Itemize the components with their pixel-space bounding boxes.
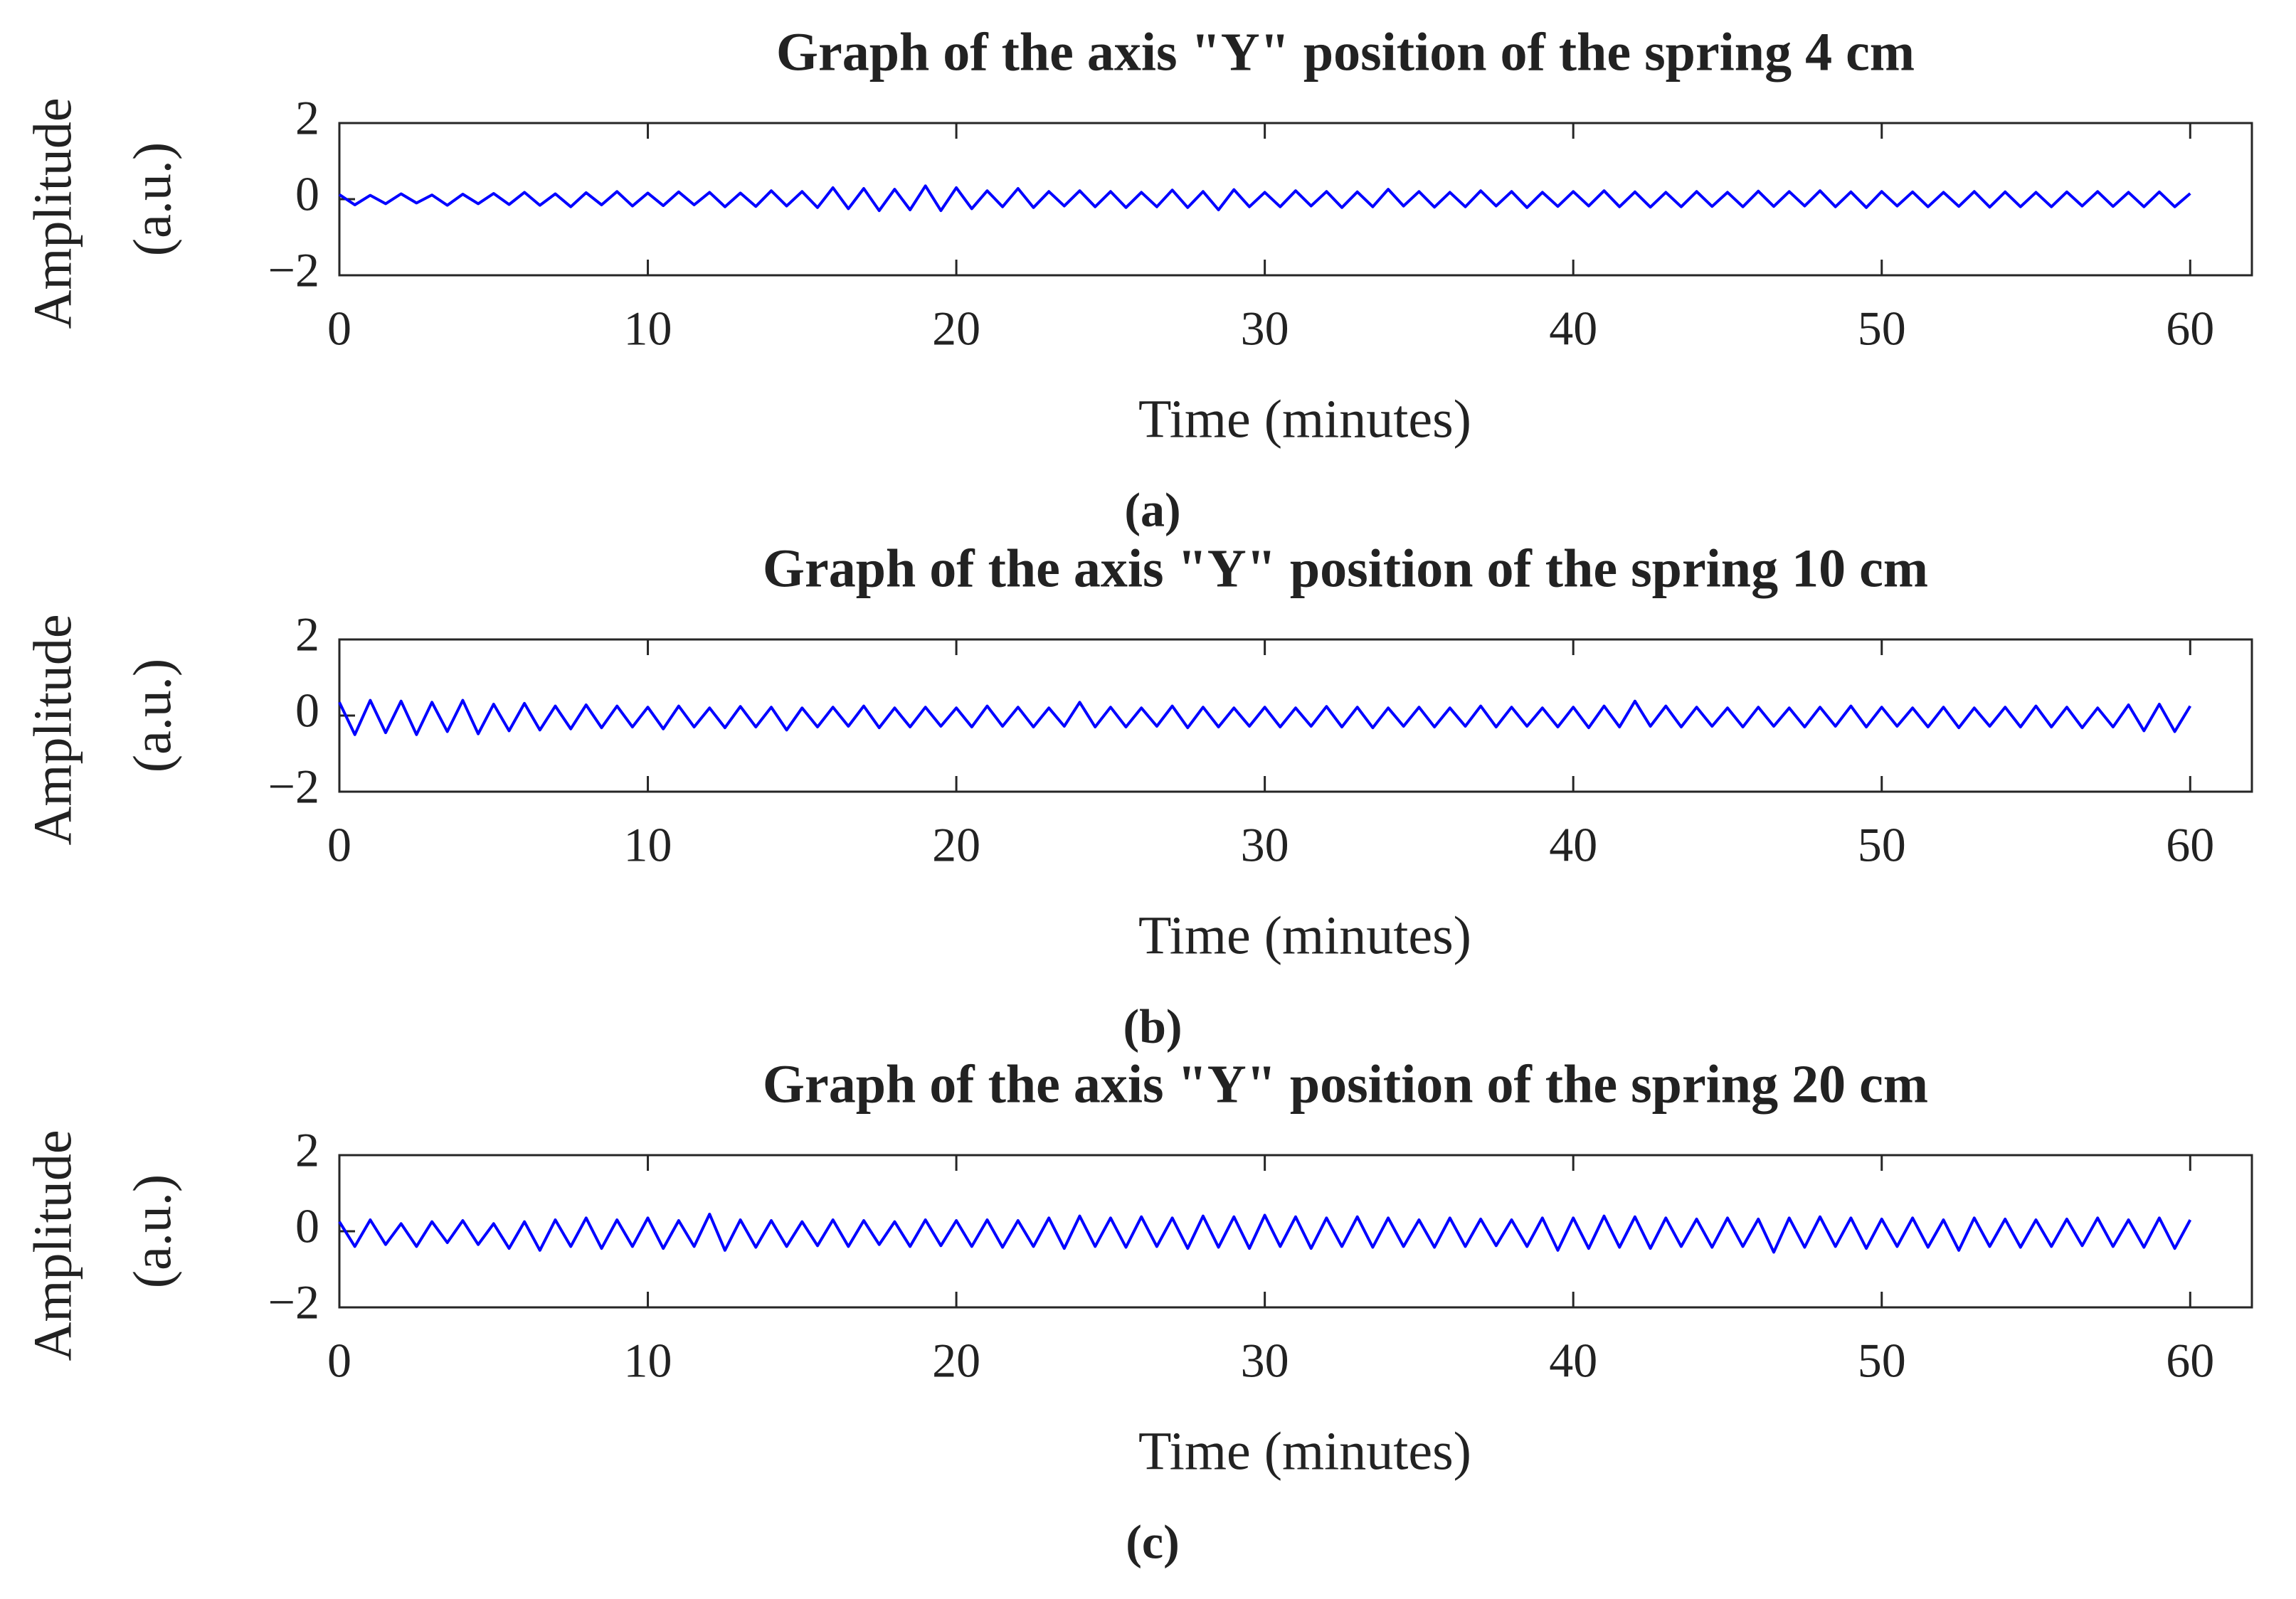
y-axis-label: Amplitude (23, 614, 83, 845)
x-tick-label: 0 (327, 302, 351, 356)
x-tick-label: 50 (1858, 302, 1906, 356)
y-tick-label: −2 (268, 760, 319, 814)
x-tick-label: 40 (1549, 1334, 1597, 1388)
y-tick-label: −2 (268, 243, 319, 297)
y-tick-label: 0 (295, 167, 319, 221)
x-tick-label: 20 (932, 302, 980, 356)
x-tick-label: 60 (2166, 1334, 2214, 1388)
signal-line (338, 698, 2192, 736)
x-tick-label: 30 (1241, 302, 1289, 356)
x-tick-label: 30 (1241, 1334, 1289, 1388)
x-tick-label: 20 (932, 1334, 980, 1388)
signal-line (338, 1212, 2192, 1254)
y-axis-label: (a.u.) (122, 659, 182, 772)
chart-title: Graph of the axis "Y" position of the sp… (763, 1054, 1928, 1114)
y-tick-label: 0 (295, 1199, 319, 1253)
y-tick-label: 2 (295, 1123, 319, 1177)
y-tick-label: 2 (295, 607, 319, 662)
x-tick-label: 30 (1241, 818, 1289, 872)
x-tick-label: 40 (1549, 818, 1597, 872)
y-tick-label: 0 (295, 684, 319, 738)
x-tick-label: 0 (327, 818, 351, 872)
y-axis-label: Amplitude (23, 97, 83, 329)
x-tick-label: 0 (327, 1334, 351, 1388)
plot-frame (338, 1154, 2253, 1309)
x-tick-label: 60 (2166, 818, 2214, 872)
x-tick-label: 50 (1858, 818, 1906, 872)
y-axis-label: Amplitude (23, 1130, 83, 1361)
x-tick-label: 60 (2166, 302, 2214, 356)
plot-frame (338, 638, 2253, 793)
x-tick-label: 10 (624, 1334, 672, 1388)
x-tick-label: 20 (932, 818, 980, 872)
y-tick-label: 2 (295, 91, 319, 145)
y-axis-label: (a.u.) (122, 1174, 182, 1288)
subfigure-caption: (a) (1124, 483, 1180, 537)
x-axis-label: Time (minutes) (1138, 1421, 1471, 1481)
chart-title: Graph of the axis "Y" position of the sp… (763, 538, 1928, 598)
x-tick-label: 40 (1549, 302, 1597, 356)
signal-line (338, 184, 2191, 213)
y-axis-label: (a.u.) (122, 142, 182, 256)
x-tick-label: 50 (1858, 1334, 1906, 1388)
x-axis-label: Time (minutes) (1138, 389, 1471, 449)
chart-title: Graph of the axis "Y" position of the sp… (776, 22, 1915, 82)
x-axis-label: Time (minutes) (1138, 905, 1471, 965)
x-tick-label: 10 (624, 818, 672, 872)
x-tick-label: 10 (624, 302, 672, 356)
subfigure-caption: (c) (1126, 1515, 1179, 1569)
subfigure-caption: (b) (1123, 999, 1182, 1053)
y-tick-label: −2 (268, 1275, 319, 1329)
